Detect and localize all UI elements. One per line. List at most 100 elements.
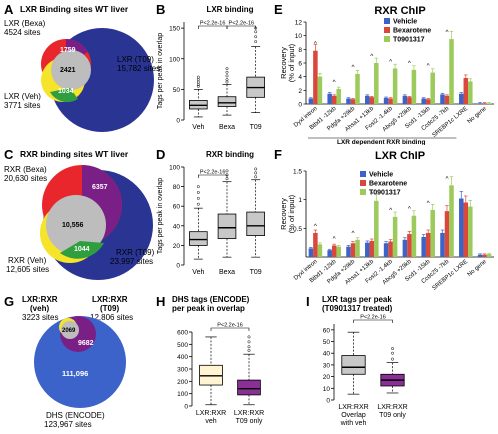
outlier-point bbox=[225, 169, 229, 173]
bar bbox=[449, 39, 454, 105]
chart-title: (T0901317 treated) bbox=[322, 304, 393, 313]
bar bbox=[336, 246, 341, 257]
venn-a: A LXR Binding sites WT liver 1759 2421 1… bbox=[4, 2, 160, 132]
count-dhs: 111,096 bbox=[62, 369, 88, 378]
outlier-point bbox=[391, 357, 394, 361]
y-axis-label: (% of input) bbox=[287, 194, 296, 233]
x-tick-label: T09 only bbox=[236, 418, 263, 425]
y-tick-label: 500 bbox=[177, 342, 188, 349]
venn-veh-overlap bbox=[61, 321, 79, 339]
boxplot-i: I LXR tags per peak(T0901317 treated) 0 10… bbox=[306, 294, 408, 427]
outlier-point bbox=[254, 30, 258, 34]
count-bexa-t09: 1759 bbox=[60, 47, 76, 54]
chart-title: RXR ChIP bbox=[374, 5, 425, 17]
bar bbox=[346, 98, 351, 104]
bar bbox=[313, 232, 318, 257]
set-sites-t09: 15,782 sites bbox=[117, 64, 160, 73]
significance-marker: ^ bbox=[389, 58, 393, 65]
outlier-point bbox=[225, 80, 229, 84]
venn-dhs-circle bbox=[34, 316, 126, 408]
panel-letter: I bbox=[306, 294, 310, 309]
y-tick-label: 60 bbox=[173, 204, 181, 211]
bar bbox=[407, 234, 412, 257]
panel-c: C RXR binding sites WT liver 6357 10,556… bbox=[0, 145, 160, 285]
x-tick-label: LXR:RXR bbox=[377, 404, 407, 411]
significance-marker: ^ bbox=[370, 191, 374, 198]
x-tick-label: LXR:RXR bbox=[338, 404, 368, 411]
outlier-point bbox=[247, 349, 251, 352]
x-tick-label: Bexa bbox=[219, 124, 235, 131]
venn-c: C RXR binding sites WT liver 6357 10,556… bbox=[4, 147, 155, 280]
set-name-bexa: RXR (Bexa) bbox=[4, 165, 47, 174]
bar bbox=[463, 78, 469, 104]
y-axis-label: Recovery bbox=[279, 47, 288, 79]
y-tick-label: 50 bbox=[173, 87, 181, 94]
legend-label: T0901317 bbox=[369, 190, 401, 197]
y-tick-label: 300 bbox=[177, 367, 188, 374]
significance-marker: ^ bbox=[408, 60, 412, 67]
outlier-point bbox=[225, 70, 229, 74]
bar bbox=[425, 99, 431, 104]
bar bbox=[336, 88, 341, 104]
panel-d: D RXR binding 0 20 40 60 80 100 Tags per peak i… bbox=[152, 145, 274, 287]
bar bbox=[350, 243, 356, 257]
outlier-point bbox=[196, 191, 200, 194]
outlier-point bbox=[225, 78, 229, 82]
legend-label: T0901317 bbox=[393, 37, 425, 44]
x-tick-label: Bexa bbox=[219, 269, 235, 276]
y-tick-label: 60 bbox=[323, 327, 331, 334]
x-tick-label: veh bbox=[205, 418, 216, 425]
outlier-point bbox=[247, 345, 251, 349]
significance-marker: ^ bbox=[445, 175, 449, 182]
bar bbox=[411, 215, 417, 257]
legend-label: Bexarotene bbox=[369, 181, 407, 188]
significance-marker: ^ bbox=[408, 206, 412, 213]
boxplot-h: H DHS tags (ENCODE)per peak in overlap 0 1… bbox=[156, 294, 264, 425]
outlier-point bbox=[247, 335, 251, 339]
bar bbox=[402, 239, 408, 257]
significance-marker: ^ bbox=[314, 223, 318, 230]
bar bbox=[421, 236, 426, 257]
bar bbox=[440, 232, 445, 257]
bar bbox=[392, 68, 398, 104]
chart-title: RXR binding bbox=[206, 150, 254, 159]
significance-marker: ^ bbox=[389, 207, 393, 214]
y-tick-label: 0 bbox=[176, 118, 180, 125]
venn-overlap-veh-t09 bbox=[60, 241, 104, 259]
count-veh-t09: 1044 bbox=[74, 246, 90, 253]
set-name-t09: LXR:RXR bbox=[92, 295, 128, 304]
y-tick-label: 20 bbox=[323, 374, 331, 381]
x-tick-label: T09 only bbox=[379, 412, 406, 419]
y-tick-label: 6 bbox=[298, 61, 302, 68]
bar bbox=[355, 239, 360, 257]
panel-letter: B bbox=[156, 2, 165, 17]
y-tick-label: 100 bbox=[169, 165, 180, 172]
bar bbox=[482, 254, 487, 257]
y-tick-label: 50 bbox=[323, 339, 331, 346]
x-tick-label: T09 bbox=[250, 269, 262, 276]
bar bbox=[369, 97, 375, 104]
outlier-point bbox=[254, 167, 258, 171]
bar bbox=[440, 94, 445, 104]
set-name-veh: LXR:RXR bbox=[22, 295, 58, 304]
x-tick-label: Veh bbox=[192, 124, 204, 131]
set-name-bexa: LXR (Bexa) bbox=[4, 19, 46, 28]
count-t09: 9682 bbox=[78, 340, 94, 347]
box bbox=[217, 96, 237, 107]
bar bbox=[346, 246, 351, 257]
p-value-label: P<2.2e-16 bbox=[217, 323, 243, 329]
group-label: LXR dependent RXR binding bbox=[337, 139, 425, 145]
panel-letter: F bbox=[274, 147, 282, 162]
y-tick-label: 0.5 bbox=[293, 226, 302, 233]
y-tick-label: 100 bbox=[177, 391, 188, 398]
x-tick-label: T09 bbox=[250, 124, 262, 131]
outlier-point bbox=[254, 171, 258, 175]
outlier-point bbox=[247, 340, 251, 344]
venn-title: LXR Binding sites WT liver bbox=[20, 4, 129, 14]
set-name-t09: LXR (T09) bbox=[117, 55, 154, 64]
set-sites-veh: 12,605 sites bbox=[6, 265, 49, 274]
bar bbox=[477, 103, 483, 104]
bar bbox=[331, 95, 337, 104]
bar-chart-e: E RXR ChIP 0 2 4 6 8 10 12 Recovery (% of input) ^… bbox=[274, 2, 494, 146]
panel-letter: A bbox=[4, 2, 14, 17]
